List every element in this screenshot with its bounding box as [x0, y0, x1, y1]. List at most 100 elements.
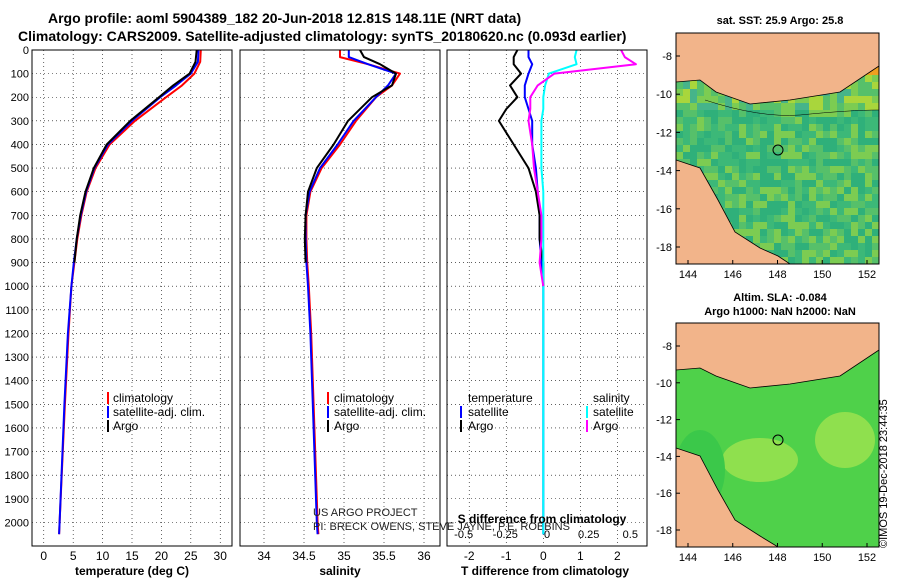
sst-cell [823, 222, 830, 229]
lon-tick-label: 150 [813, 552, 831, 564]
sst-cell [837, 96, 844, 103]
sst-cell [837, 173, 844, 180]
difference-top-xlabel: S difference from climatology [458, 512, 627, 526]
salinity-tick-labels: 34 34.5 35 35.5 36 [257, 549, 431, 563]
sst-cell [795, 96, 802, 103]
sst-cell [844, 152, 851, 159]
sst-cell [802, 250, 809, 257]
salinity-tick-label: 36 [417, 549, 431, 563]
sst-cell [690, 152, 697, 159]
sst-cell [711, 96, 718, 103]
sst-cell [795, 110, 802, 117]
sst-cell [718, 194, 725, 201]
sst-cell [725, 131, 732, 138]
sst-cell [802, 257, 809, 264]
sst-cell [753, 180, 760, 187]
sst-cell [865, 215, 872, 222]
temp-diff-tick-label: 0 [540, 549, 547, 563]
difference-legend: temperature satellite Argo salinity sate… [460, 391, 634, 433]
sst-cell [746, 201, 753, 208]
depth-tick-label: 1300 [5, 352, 29, 364]
sst-cell [732, 201, 739, 208]
sst-cell [823, 208, 830, 215]
sst-cell [767, 236, 774, 243]
sst-cell [830, 222, 837, 229]
sst-cell [676, 124, 683, 131]
sst-cell [760, 236, 767, 243]
sst-cell [781, 152, 788, 159]
sst-cell [816, 166, 823, 173]
sst-cell [830, 250, 837, 257]
sst-cell [767, 243, 774, 250]
sst-cell [767, 117, 774, 124]
sst-cell [809, 103, 816, 110]
sst-cell [809, 201, 816, 208]
sst-cell [767, 201, 774, 208]
sst-cell [718, 159, 725, 166]
sst-cell [872, 194, 879, 201]
sst-cell [802, 166, 809, 173]
sst-cell [872, 82, 879, 89]
depth-tick-label: 0 [23, 45, 29, 57]
sst-cell [837, 187, 844, 194]
sst-cell [795, 208, 802, 215]
sst-cell [872, 138, 879, 145]
sst-cell [767, 166, 774, 173]
sst-cell [704, 124, 711, 131]
diff-legend-temp-satellite-label: satellite [468, 405, 509, 419]
sst-cell [858, 229, 865, 236]
sst-cell [865, 180, 872, 187]
sst-cell [739, 131, 746, 138]
sst-cell [816, 257, 823, 264]
sst-cell [753, 124, 760, 131]
sst-cell [683, 131, 690, 138]
temperature-tick-label: 10 [96, 549, 110, 563]
sst-cell [809, 131, 816, 138]
depth-tick-label: 1100 [5, 305, 29, 317]
sst-cell [851, 243, 858, 250]
sst-cell [809, 159, 816, 166]
sst-cell [767, 145, 774, 152]
sst-cell [830, 229, 837, 236]
sst-cell [858, 257, 865, 264]
sst-cell [872, 180, 879, 187]
sst-cell [774, 110, 781, 117]
sst-cell [704, 159, 711, 166]
sst-cell [760, 222, 767, 229]
sst-cell [711, 187, 718, 194]
sst-cell [774, 222, 781, 229]
sst-cell [767, 152, 774, 159]
difference-panel: -2 -1 0 1 2 -0.5 -0.25 0 0.25 0.5 T difference fr… [446, 49, 648, 578]
sst-cell [725, 208, 732, 215]
sst-cell [872, 215, 879, 222]
sst-cell [837, 208, 844, 215]
sst-cell [858, 173, 865, 180]
sst-cell [732, 215, 739, 222]
difference-tick-labels: -2 -1 0 1 2 -0.5 -0.25 0 0.25 0.5 [454, 529, 638, 563]
sst-cell [753, 138, 760, 145]
sst-cell [753, 110, 760, 117]
sst-cell [844, 89, 851, 96]
sst-cell [788, 187, 795, 194]
sst-cell [788, 173, 795, 180]
sst-cell [802, 208, 809, 215]
sst-cell [872, 124, 879, 131]
sst-cell [823, 201, 830, 208]
sst-cell [802, 159, 809, 166]
depth-tick-label: 1700 [5, 447, 29, 459]
sal-diff-tick-label: -0.5 [454, 529, 473, 541]
lat-tick-label: -18 [656, 242, 672, 254]
sst-cell [816, 208, 823, 215]
sst-cell [711, 103, 718, 110]
sst-cell [872, 152, 879, 159]
sst-cell [816, 110, 823, 117]
sst-shelf-contour [704, 99, 879, 116]
sst-cell [774, 215, 781, 222]
sst-cell [739, 138, 746, 145]
sst-cell [732, 152, 739, 159]
sst-cell [760, 229, 767, 236]
sst-cell [753, 166, 760, 173]
sst-cell [697, 152, 704, 159]
sst-cell [865, 89, 872, 96]
